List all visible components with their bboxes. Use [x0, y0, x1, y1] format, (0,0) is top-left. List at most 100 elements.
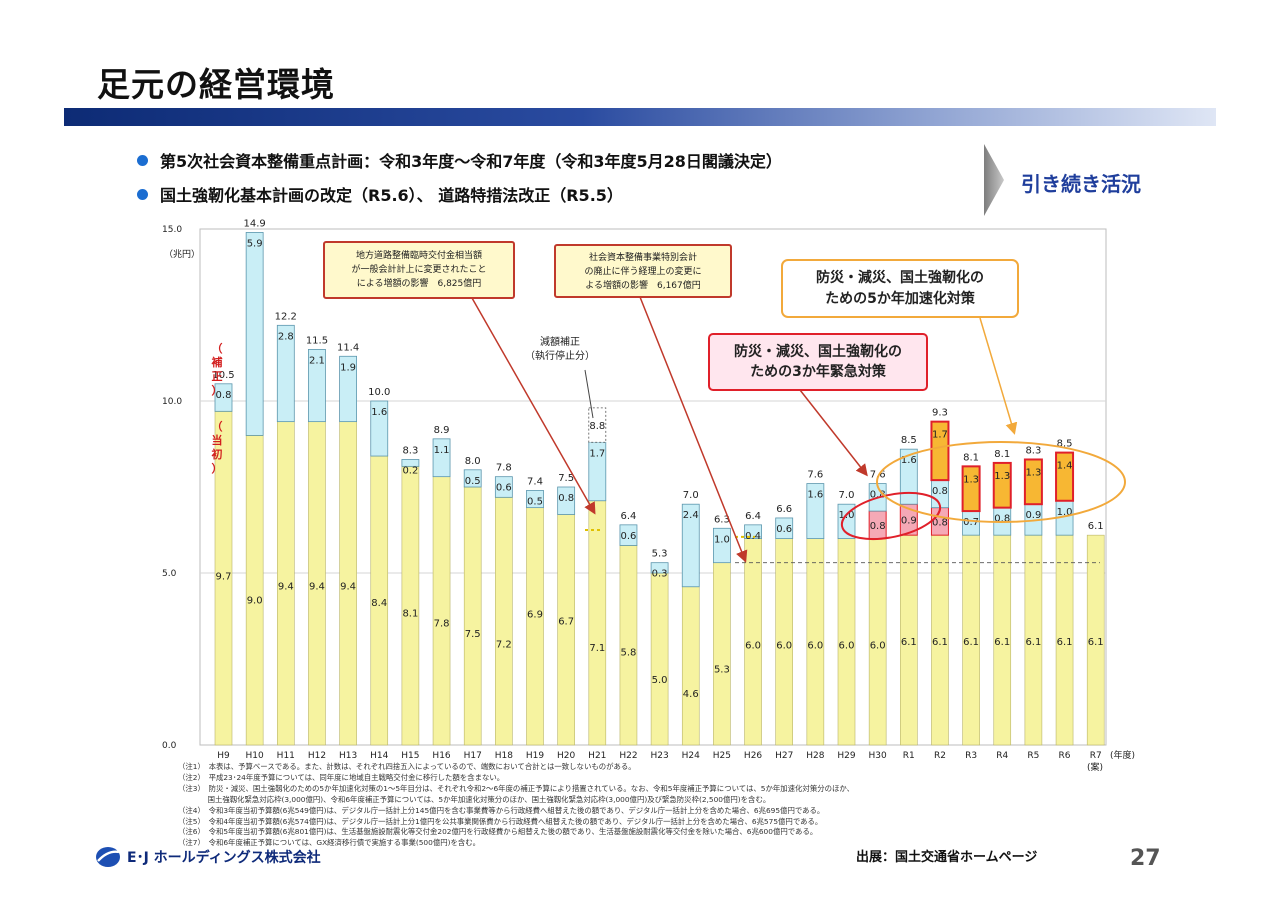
supplement-value-label: 1.6	[901, 455, 917, 466]
total-value-label: 8.5	[1057, 439, 1073, 450]
bar-supplement	[806, 483, 825, 539]
initial-value-label: 9.4	[278, 582, 294, 593]
x-tick-label: H22	[619, 751, 637, 761]
bar-supplement	[494, 476, 513, 498]
supplement-value-label: 1.0	[1057, 507, 1073, 518]
emergency3-value-label: 0.8	[870, 521, 886, 532]
initial-value-label: 7.2	[496, 639, 512, 650]
total-value-label: 7.8	[496, 463, 512, 474]
company-logo: E･J ホールディングス株式会社	[95, 846, 321, 868]
bar-initial	[401, 466, 420, 746]
initial-value-label: 7.8	[434, 619, 450, 630]
annotation-3-text: 防災・減災、国土強靭化の	[734, 343, 902, 360]
x-tick-label: H13	[339, 751, 357, 761]
x-tick-label: H10	[246, 751, 264, 761]
footnote: （注7） 令和6年度補正予算については、GX経済移行債で実施する事業(500億円…	[178, 838, 481, 848]
accel5-value-label: 1.3	[963, 474, 979, 485]
x-tick-label: H25	[713, 751, 731, 761]
annotation-2-box	[554, 244, 732, 298]
bar-initial	[463, 486, 482, 746]
y-tick-label: 0.0	[162, 741, 177, 751]
accel5-value-label: 1.4	[1057, 461, 1073, 472]
bar-accel5	[992, 461, 1012, 509]
logo-mark-icon	[96, 847, 120, 867]
arrow-annotation-1	[471, 297, 596, 515]
highlight-ellipse-emergency	[840, 491, 942, 541]
initial-value-label: 6.1	[1057, 637, 1073, 648]
x-tick-label: R5	[1027, 751, 1039, 761]
annotation-1-text: による増額の影響 6,825億円	[357, 277, 482, 289]
arrow-annotation-2	[639, 296, 748, 563]
total-value-label: 7.0	[683, 490, 699, 501]
annotation-2-text: 社会資本整備事業特別会計	[589, 251, 697, 263]
h21-reduction-note: （執行停止分）	[525, 349, 595, 362]
x-tick-label: H19	[526, 751, 544, 761]
bar-initial	[650, 572, 669, 746]
bar-supplement	[432, 438, 451, 478]
initial-value-label: 6.0	[776, 641, 792, 652]
footnote: （注3） 防災・減災、国土強靱化のための5か年加速化対策の1～5年目分は、それぞ…	[178, 783, 855, 793]
h9-initial-tag: 初	[212, 447, 223, 461]
x-tick-label: H30	[869, 751, 887, 761]
annotation-3-box	[708, 333, 928, 391]
initial-value-label: 8.4	[371, 598, 387, 609]
supplement-value-label: 0.8	[558, 493, 574, 504]
bullet-text: 国土強靭化基本計画の改定（R5.6）、 道路特措法改正（R5.5）	[160, 186, 623, 205]
total-value-label: 8.1	[994, 449, 1010, 460]
supplement-value-label: 0.9	[1025, 510, 1041, 521]
total-value-label: 11.5	[306, 335, 328, 346]
bar-supplement	[276, 324, 295, 423]
bar-initial	[1086, 534, 1105, 746]
emergency3-value-label: 0.8	[932, 517, 948, 528]
initial-value-label: 9.7	[216, 571, 232, 582]
supplement-value-label: 1.7	[589, 448, 605, 459]
bullet-item: 国土強靭化基本計画の改定（R5.6）、 道路特措法改正（R5.5）	[137, 184, 782, 218]
x-tick-label: H17	[464, 751, 482, 761]
x-tick-label: H9	[217, 751, 230, 761]
bar-supplement	[526, 490, 544, 509]
x-tick-label: R2	[934, 751, 946, 761]
x-tick-label: H16	[432, 751, 450, 761]
bullet-item: 第5次社会資本整備重点計画：令和3年度～令和7年度（令和3年度5月28日閣議決定…	[137, 150, 782, 184]
supplement-value-label: 0.6	[620, 531, 636, 542]
footnotes: （注1） 本表は、予算ベースである。また、計数は、それぞれ四捨五入によっているの…	[178, 762, 1078, 849]
bullet-dot-icon	[137, 189, 148, 200]
x-tick-label: H26	[744, 751, 762, 761]
initial-value-label: 6.0	[745, 641, 761, 652]
x-tick-label: H23	[650, 751, 668, 761]
bar-supplement	[899, 448, 918, 505]
annotation-1-box	[323, 241, 515, 299]
total-value-label: 14.9	[244, 218, 266, 229]
h9-initial-tag: （	[212, 420, 223, 433]
h21-reduction-note: 減額補正	[540, 335, 580, 348]
total-value-label: 8.0	[465, 456, 481, 467]
bullet-list: 第5次社会資本整備重点計画：令和3年度～令和7年度（令和3年度5月28日閣議決定…	[137, 150, 782, 218]
x-tick-label: H14	[370, 751, 388, 761]
initial-value-label: 7.1	[589, 643, 605, 654]
x-tick-label: H12	[308, 751, 326, 761]
footnote: （注1） 本表は、予算ベースである。また、計数は、それぞれ四捨五入によっているの…	[178, 762, 636, 771]
h9-supplement-tag: ）	[212, 384, 223, 397]
total-value-label: 7.4	[527, 476, 543, 487]
annotation-1-text: 地方道路整備臨時交付金相当額	[356, 249, 482, 261]
y-unit-label: （兆円）	[164, 249, 200, 260]
emergency3-value-label: 0.9	[901, 516, 917, 527]
bar-supplement	[214, 383, 233, 412]
total-value-label: 6.6	[776, 504, 792, 515]
x-tick-label: H24	[682, 751, 700, 761]
initial-value-label: 6.0	[807, 641, 823, 652]
total-value-label: 11.4	[337, 342, 359, 353]
annotation-2-text: よる増額の影響 6,167億円	[585, 279, 701, 291]
bar-supplement	[650, 562, 669, 574]
total-value-label: 12.2	[275, 311, 297, 322]
initial-value-label: 9.0	[247, 595, 263, 606]
bar-supplement	[713, 527, 731, 564]
total-value-label: 7.6	[807, 470, 823, 481]
initial-value-label: 6.1	[901, 637, 917, 648]
total-value-label: 6.4	[745, 511, 761, 522]
bar-initial	[588, 500, 607, 746]
title-underline	[64, 108, 1216, 126]
bar-supplement	[401, 459, 420, 467]
supplement-value-label: 0.5	[527, 496, 543, 507]
